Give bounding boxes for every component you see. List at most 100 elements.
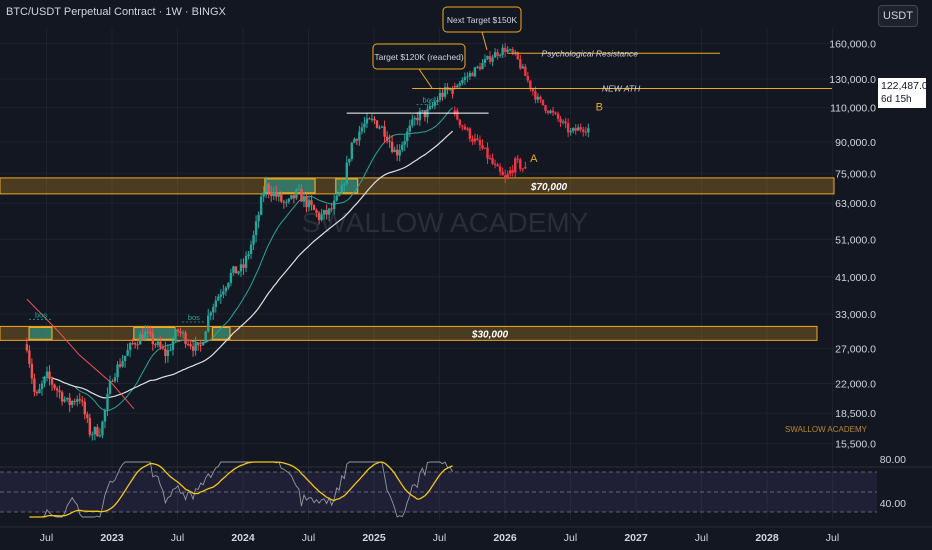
candle xyxy=(118,364,122,367)
x-tick-label: Jul xyxy=(171,532,184,544)
x-tick-label: Jul xyxy=(433,532,446,544)
projection-candle-a xyxy=(496,164,499,167)
projection-candle-a xyxy=(511,170,514,173)
candle xyxy=(139,334,142,345)
candle xyxy=(181,332,185,334)
candle xyxy=(33,378,36,392)
projection-candle xyxy=(571,128,575,131)
bos-label: bos xyxy=(35,310,47,319)
x-tick-label: Jul xyxy=(302,532,315,544)
candle xyxy=(126,350,129,356)
projection-candle xyxy=(476,66,479,68)
candle xyxy=(297,188,301,190)
projection-candle-a xyxy=(491,158,494,164)
candle xyxy=(86,414,89,418)
candle xyxy=(83,401,86,415)
projection-candle-a xyxy=(471,139,474,142)
candle xyxy=(149,331,152,334)
projection-candle xyxy=(486,56,489,60)
candle xyxy=(249,244,253,254)
order-block xyxy=(211,326,231,340)
projection-candle-a xyxy=(456,110,459,120)
projection-candle xyxy=(453,85,456,88)
candle xyxy=(272,191,275,196)
next-target-pointer xyxy=(481,31,488,51)
candle xyxy=(161,347,165,349)
candle xyxy=(229,272,233,283)
candle xyxy=(111,381,114,383)
candle xyxy=(156,341,160,345)
candle xyxy=(30,363,34,379)
candle xyxy=(259,196,263,215)
projection-candle xyxy=(559,118,562,123)
candle xyxy=(282,201,286,203)
candle xyxy=(345,162,348,184)
rsi-panel: 80.00 40.00 xyxy=(0,454,932,518)
candle xyxy=(408,125,411,132)
watermark-corner: SWALLOW ACADEMY xyxy=(785,425,868,434)
watermark-center: SWALLOW ACADEMY xyxy=(302,207,589,238)
candle xyxy=(144,331,147,340)
projection-candle xyxy=(582,129,585,132)
next-target-box xyxy=(442,6,522,33)
x-tick-label: 2025 xyxy=(362,532,386,544)
currency-button[interactable]: USDT xyxy=(878,5,918,27)
candle xyxy=(207,315,210,332)
candle xyxy=(239,264,243,272)
projection-candle-a xyxy=(503,175,507,178)
candle xyxy=(91,434,94,436)
level-label: Psychological Resistance xyxy=(542,48,639,58)
candle xyxy=(307,200,311,208)
candle xyxy=(176,329,180,332)
projection-candle-a xyxy=(514,158,517,173)
levels: Psychological Resistance NEW ATH bos bos bos xyxy=(29,48,832,323)
projection-candle-a xyxy=(516,158,519,160)
candle xyxy=(332,200,336,210)
candle xyxy=(68,397,71,406)
projection-candle xyxy=(509,49,512,51)
candle xyxy=(58,390,61,393)
candle xyxy=(159,341,162,348)
candle xyxy=(310,200,313,206)
axes[interactable]: 160,000.0 130,000.0 110,000.0 90,000.0 75,00… xyxy=(0,38,932,544)
candle xyxy=(295,189,298,199)
y-tick-label: 160,000.0 xyxy=(829,38,876,50)
candle xyxy=(45,371,49,377)
projection-candle-a xyxy=(461,125,464,127)
candle xyxy=(101,421,104,436)
projection-candle xyxy=(478,66,482,70)
target-reached-text: Target $120K (reached) xyxy=(374,52,463,62)
projection-candle xyxy=(574,128,577,131)
candle xyxy=(327,208,331,215)
y-tick-label: 110,000.0 xyxy=(830,103,876,115)
projection-candle-a xyxy=(486,147,489,159)
candle xyxy=(166,350,170,356)
candle xyxy=(322,210,326,215)
candle xyxy=(380,126,384,128)
projection-candle xyxy=(526,76,530,81)
projection-candle xyxy=(461,80,464,84)
candle xyxy=(171,340,175,350)
projection-candle xyxy=(506,49,509,52)
candle xyxy=(280,193,283,202)
candle xyxy=(395,149,399,156)
projection-candle-a xyxy=(466,128,469,130)
candle xyxy=(63,399,66,402)
candle xyxy=(154,344,157,346)
bos-label: bos xyxy=(423,96,435,105)
symbol-title[interactable]: BTC/USDT Perpetual Contract · 1W · BINGX xyxy=(6,6,226,18)
candle xyxy=(411,119,414,126)
projection-candle-a xyxy=(468,128,472,140)
grid xyxy=(0,28,862,520)
candle xyxy=(393,149,396,153)
candle xyxy=(48,371,51,379)
x-tick-label: 2027 xyxy=(624,532,648,544)
candle xyxy=(270,192,273,196)
candle xyxy=(315,210,318,213)
projection-candle xyxy=(561,121,565,123)
projection-candle-a xyxy=(453,110,456,115)
candle xyxy=(128,343,132,351)
candle xyxy=(350,142,354,159)
candle xyxy=(232,266,235,273)
